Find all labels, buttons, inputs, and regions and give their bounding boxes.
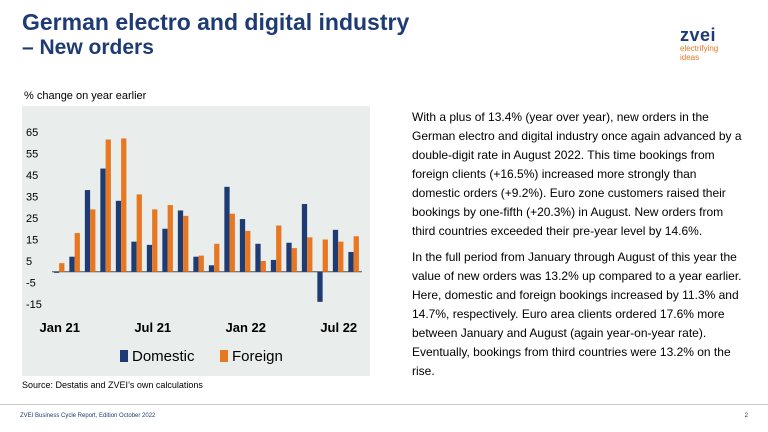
- bar-chart: 65 55 45 35 25 15 5 -5 -15 Jan 21 Jul 21 Jan 22 Jul …: [26, 127, 362, 365]
- bar-domestic: [270, 259, 277, 272]
- bar-domestic: [208, 265, 215, 272]
- bar-foreign: [353, 236, 359, 272]
- bar-foreign: [229, 213, 235, 272]
- legend-swatch-foreign: [220, 350, 228, 362]
- bar-foreign: [152, 209, 158, 272]
- bar-foreign: [338, 241, 344, 272]
- x-tick-label: Jan 21: [40, 320, 80, 335]
- bar-domestic: [177, 210, 184, 272]
- logo-tagline-1: electrifying: [680, 44, 719, 53]
- bar-domestic: [162, 228, 168, 272]
- bar-foreign: [245, 230, 251, 272]
- bar-domestic: [69, 256, 75, 272]
- logo-tagline-2: ideas: [680, 53, 700, 62]
- y-tick-label: 5: [26, 256, 32, 268]
- footer-divider: [0, 404, 768, 405]
- bar-foreign: [291, 248, 297, 272]
- bar-domestic: [193, 256, 199, 272]
- bar-domestic: [131, 241, 137, 272]
- bar-domestic: [53, 271, 60, 273]
- bar-foreign: [167, 205, 173, 272]
- bar-domestic: [301, 204, 308, 272]
- x-tick-label: Jul 21: [134, 320, 171, 335]
- y-tick-label: -5: [26, 278, 36, 290]
- bar-domestic: [115, 200, 122, 272]
- bar-foreign: [260, 261, 266, 272]
- bar-foreign: [322, 239, 328, 272]
- bar-foreign: [198, 255, 204, 272]
- bar-foreign: [136, 194, 142, 272]
- bar-domestic: [84, 190, 91, 272]
- source-note: Source: Destatis and ZVEI’s own calculat…: [22, 380, 203, 390]
- slide-title: German electro and digital industry: [22, 9, 410, 35]
- bar-domestic: [286, 242, 292, 272]
- slide-subtitle: – New orders: [22, 36, 154, 59]
- x-tick-label: Jan 22: [226, 320, 266, 335]
- bar-foreign: [214, 243, 220, 272]
- y-tick-label: -15: [26, 299, 42, 311]
- commentary-paragraph-2: In the full period from January through …: [412, 250, 742, 378]
- commentary: With a plus of 13.4% (year over year), n…: [412, 108, 747, 388]
- x-tick-label: Jul 22: [320, 320, 357, 335]
- bar-domestic: [100, 168, 106, 272]
- y-tick-label: 65: [26, 127, 38, 139]
- y-tick-label: 25: [26, 213, 38, 225]
- page-number: 2: [744, 413, 748, 419]
- y-tick-label: 35: [26, 192, 38, 204]
- bar-foreign: [59, 263, 65, 272]
- y-tick-label: 55: [26, 149, 38, 161]
- footer-text: ZVEI Business Cycle Report, Edition Octo…: [20, 413, 156, 419]
- legend-swatch-domestic: [120, 350, 128, 362]
- bar-domestic: [317, 271, 323, 302]
- zvei-logo: zvei electrifying ideas: [680, 26, 718, 62]
- bar-foreign: [121, 138, 127, 272]
- bar-foreign: [307, 237, 313, 272]
- bar-foreign: [74, 233, 80, 272]
- legend-label-foreign: Foreign: [232, 348, 283, 365]
- bar-domestic: [224, 186, 230, 272]
- bar-foreign: [105, 139, 111, 272]
- bar-foreign: [183, 215, 189, 272]
- bar-domestic: [255, 243, 261, 272]
- bar-domestic: [239, 219, 246, 272]
- y-tick-label: 15: [26, 235, 38, 247]
- chart-y-axis-label: % change on year earlier: [24, 90, 147, 102]
- bar-foreign: [90, 209, 96, 272]
- bar-foreign: [276, 225, 282, 272]
- legend-label-domestic: Domestic: [132, 348, 195, 365]
- bar-domestic: [332, 229, 339, 272]
- y-tick-label: 45: [26, 170, 38, 182]
- bar-domestic: [146, 244, 153, 272]
- chart-panel: 65 55 45 35 25 15 5 -5 -15 Jan 21 Jul 21 Jan 22 Jul …: [22, 106, 370, 376]
- commentary-paragraph-1: With a plus of 13.4% (year over year), n…: [412, 110, 742, 238]
- bar-domestic: [348, 251, 354, 272]
- logo-word: zvei: [680, 25, 717, 45]
